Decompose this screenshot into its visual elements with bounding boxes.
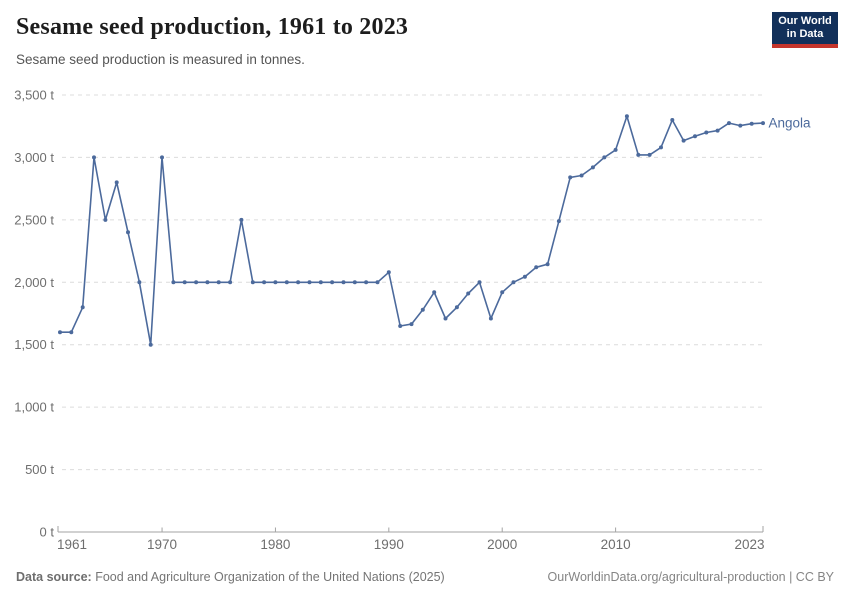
y-axis-tick-label: 0 t	[40, 525, 55, 540]
data-point[interactable]	[443, 316, 448, 321]
owid-logo-line2: in Data	[786, 28, 824, 40]
data-point[interactable]	[500, 290, 505, 295]
data-point[interactable]	[624, 114, 629, 119]
y-axis-tick-label: 1,500 t	[14, 337, 54, 352]
data-point[interactable]	[670, 118, 675, 122]
credit-note: OurWorldinData.org/agricultural-producti…	[547, 570, 834, 584]
data-point[interactable]	[250, 280, 255, 285]
data-point[interactable]	[92, 155, 96, 160]
data-point[interactable]	[749, 121, 754, 126]
data-point[interactable]	[330, 280, 335, 285]
data-point[interactable]	[398, 324, 403, 328]
data-point[interactable]	[556, 219, 561, 224]
data-point[interactable]	[262, 280, 267, 285]
data-point[interactable]	[318, 280, 323, 285]
data-point[interactable]	[386, 270, 391, 275]
data-point[interactable]	[284, 280, 289, 285]
data-point[interactable]	[738, 123, 743, 128]
data-point[interactable]	[647, 152, 652, 157]
data-point[interactable]	[216, 280, 221, 285]
data-point[interactable]	[364, 280, 369, 285]
data-point[interactable]	[58, 330, 62, 335]
data-point[interactable]	[636, 152, 641, 157]
data-point[interactable]	[375, 280, 380, 285]
x-axis-tick-label: 1970	[147, 537, 177, 552]
data-point[interactable]	[568, 175, 573, 180]
data-point[interactable]	[80, 305, 85, 310]
data-point[interactable]	[579, 173, 584, 178]
data-point[interactable]	[522, 274, 527, 279]
y-axis-tick-label: 2,000 t	[14, 275, 54, 290]
data-point[interactable]	[681, 138, 686, 143]
data-point[interactable]	[488, 316, 493, 321]
series-end-label[interactable]: Angola	[769, 116, 812, 131]
x-axis-tick-label: 1980	[260, 537, 290, 552]
x-axis-tick-label: 2010	[601, 537, 631, 552]
data-point[interactable]	[454, 305, 459, 310]
data-point[interactable]	[477, 280, 482, 285]
data-point[interactable]	[69, 330, 74, 335]
data-point[interactable]	[307, 280, 312, 285]
data-point[interactable]	[126, 230, 130, 235]
data-point[interactable]	[341, 280, 346, 285]
data-point[interactable]	[466, 291, 471, 296]
data-point[interactable]	[194, 280, 199, 285]
data-point[interactable]	[409, 322, 414, 327]
data-point[interactable]	[137, 280, 142, 285]
data-point[interactable]	[273, 280, 278, 285]
data-point[interactable]	[114, 180, 119, 185]
owid-logo[interactable]: Our World in Data	[772, 12, 838, 48]
data-point[interactable]	[239, 217, 244, 222]
data-point[interactable]	[420, 307, 425, 312]
owid-logo-line1: Our World	[778, 15, 832, 27]
data-point[interactable]	[182, 280, 187, 285]
data-point[interactable]	[511, 280, 516, 285]
page-subtitle: Sesame seed production is measured in to…	[16, 52, 305, 67]
data-point[interactable]	[715, 128, 720, 133]
data-point[interactable]	[693, 134, 697, 139]
y-axis-tick-label: 2,500 t	[14, 212, 54, 227]
y-axis-tick-label: 500 t	[25, 462, 54, 477]
data-point[interactable]	[432, 290, 437, 295]
data-point[interactable]	[613, 147, 618, 152]
x-axis-tick-label: 2023	[734, 537, 764, 552]
data-point[interactable]	[160, 155, 164, 160]
page-title: Sesame seed production, 1961 to 2023	[16, 14, 409, 40]
x-axis-tick-label: 1961	[57, 537, 87, 552]
data-point[interactable]	[352, 280, 357, 285]
data-point[interactable]	[171, 280, 176, 285]
data-point[interactable]	[545, 262, 550, 267]
y-axis-tick-label: 3,000 t	[14, 150, 54, 165]
data-point[interactable]	[228, 280, 233, 285]
data-point[interactable]	[205, 280, 210, 285]
data-point[interactable]	[534, 265, 539, 270]
data-point[interactable]	[103, 217, 108, 222]
data-point[interactable]	[727, 121, 731, 126]
x-axis-tick-label: 1990	[374, 537, 404, 552]
series-line-angola[interactable]	[60, 115, 764, 346]
data-source-note: Data source: Food and Agriculture Organi…	[16, 570, 445, 584]
data-point[interactable]	[296, 280, 301, 285]
data-point[interactable]	[761, 121, 765, 126]
data-point[interactable]	[704, 130, 709, 135]
y-axis-tick-label: 1,000 t	[14, 400, 54, 415]
x-axis-tick-label: 2000	[487, 537, 517, 552]
data-point[interactable]	[590, 165, 595, 170]
data-source-label: Data source:	[16, 570, 92, 584]
data-point[interactable]	[148, 342, 153, 347]
data-point[interactable]	[602, 155, 607, 160]
data-point[interactable]	[659, 145, 663, 150]
data-source-text: Food and Agriculture Organization of the…	[91, 570, 445, 584]
y-axis-tick-label: 3,500 t	[14, 88, 54, 103]
